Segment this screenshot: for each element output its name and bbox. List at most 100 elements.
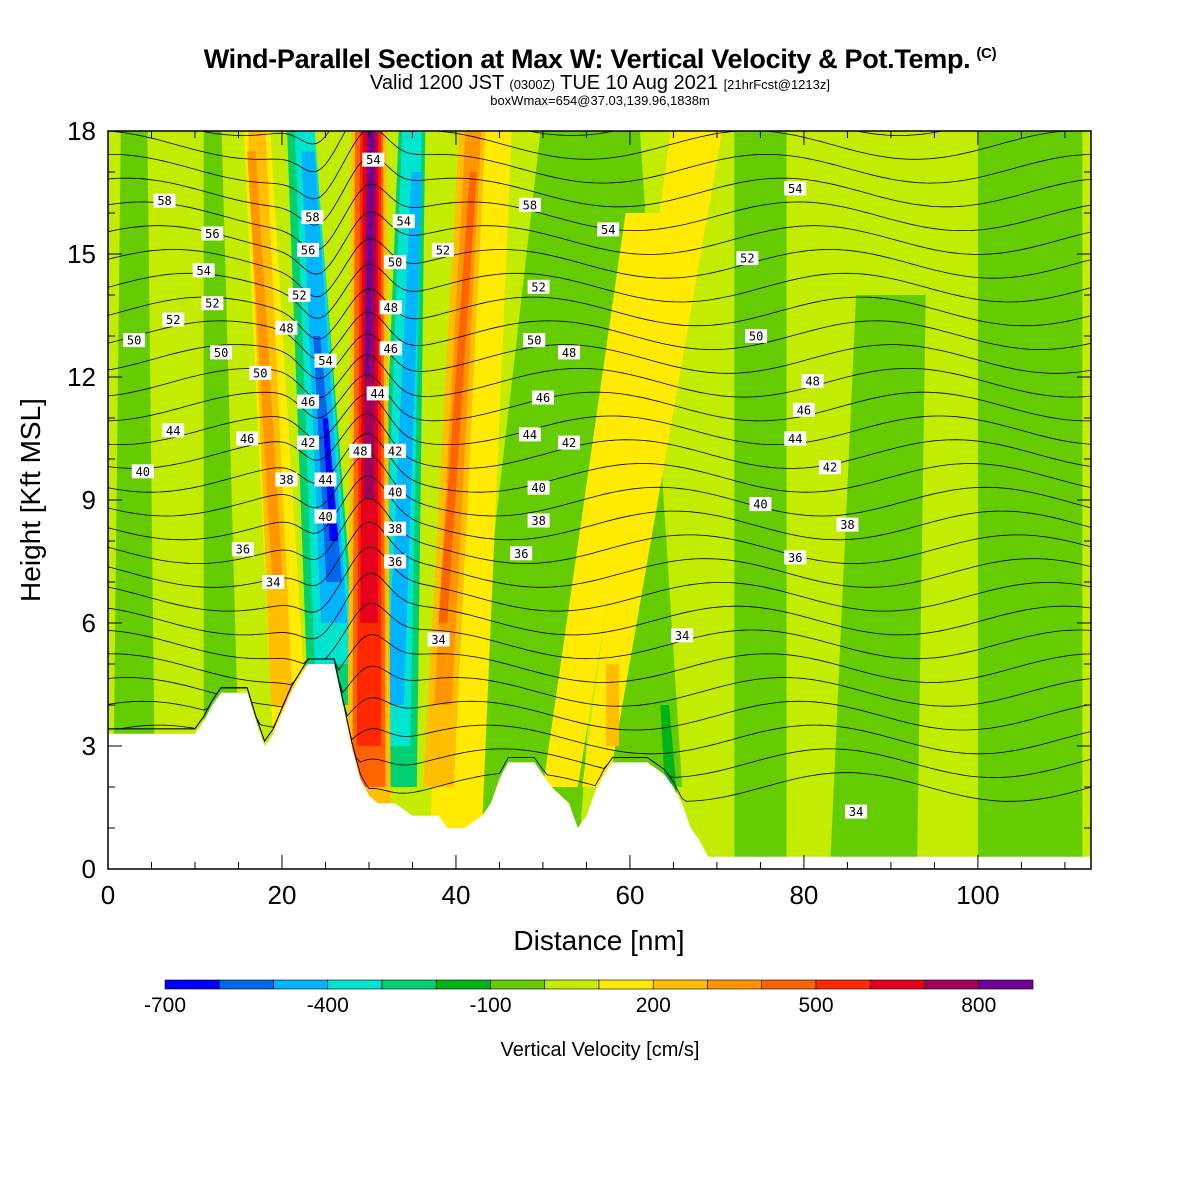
theta-contour [108, 48, 1091, 117]
plot-area [108, 48, 1091, 869]
x-tick-label: 0 [101, 880, 115, 910]
valid-date: TUE 10 Aug 2021 [560, 72, 718, 94]
contour-label: 42 [301, 436, 315, 450]
theta-contour [108, 394, 1091, 445]
theta-contour [108, 658, 1091, 755]
theta-contour [108, 333, 1091, 379]
contour-label-box [836, 517, 859, 532]
theta-contour [108, 374, 1091, 422]
theta-contour [108, 264, 1091, 319]
colorbar-tick-label: -100 [469, 994, 511, 1017]
contour-label-box [236, 431, 259, 446]
contour-label: 50 [749, 330, 763, 344]
colorbar-swatch [869, 979, 925, 990]
velocity-band-weak-sink [830, 295, 926, 869]
contour-label-box [384, 443, 407, 458]
velocity-band-weak-sink [977, 131, 1083, 869]
contour-label-box [384, 484, 407, 499]
colorbar-swatch [164, 979, 220, 990]
contour-label-box [297, 435, 320, 450]
contour-label-box [819, 460, 842, 475]
y-tick-label: 18 [67, 116, 96, 146]
contour-label-box [749, 497, 772, 512]
contour-label: 44 [370, 387, 384, 401]
contour-label: 36 [236, 543, 250, 557]
theta-contour [108, 131, 1091, 173]
valid-time: Valid 1200 JST [370, 72, 504, 94]
contour-label-box [845, 804, 868, 819]
contour-label: 54 [318, 354, 332, 368]
contour-label-box [736, 251, 759, 266]
x-tick-label: 60 [615, 880, 644, 910]
contour-label-box [518, 427, 541, 442]
theta-contour [108, 155, 1091, 226]
contour-label-box [792, 402, 815, 417]
y-tick-label: 0 [82, 854, 96, 884]
contour-label-box [379, 300, 402, 315]
contour-label-box [210, 345, 233, 360]
contour-label-box [249, 365, 272, 380]
contour-label-box [162, 312, 185, 327]
colorbar-swatch [761, 979, 817, 990]
contour-label-box [231, 542, 254, 557]
contour-label-box [527, 480, 550, 495]
contour-label-box [288, 288, 311, 302]
colorbar-swatch [978, 979, 1034, 990]
colorbar-title: Vertical Velocity [cm/s] [501, 1039, 700, 1061]
contour-label-box [745, 329, 768, 343]
contour-label-box [558, 345, 581, 360]
forecast-info: [21hrFcst@1213z] [723, 77, 830, 92]
contour-label: 54 [366, 153, 380, 167]
contour-label: 42 [823, 461, 837, 475]
contour-label-box [349, 443, 372, 458]
contour-label: 34 [849, 805, 863, 819]
contour-label: 36 [514, 547, 528, 561]
theta-contour [108, 546, 1091, 613]
contour-label: 38 [279, 473, 293, 487]
theta-contour [108, 288, 1091, 340]
contour-label: 46 [797, 403, 811, 417]
contour-label: 42 [562, 436, 576, 450]
x-tick-label: 20 [268, 880, 297, 910]
contour-label: 46 [383, 342, 397, 356]
contour-label-box [527, 279, 550, 294]
contour-label: 52 [292, 289, 306, 303]
contour-label: 34 [431, 633, 445, 647]
colorbar-tick-label: 500 [798, 994, 833, 1017]
contour-label: 40 [136, 465, 150, 479]
theta-contour [108, 658, 1091, 708]
chart-subtitle: Valid 1200 JST (0300Z) TUE 10 Aug 2021 [… [0, 72, 1200, 95]
contour-label: 46 [301, 395, 315, 409]
contour-label-box [297, 242, 320, 257]
colorbar-tick-label: -700 [144, 994, 186, 1017]
contour-label: 48 [383, 301, 397, 315]
contour-label-box [123, 333, 146, 348]
contour-label-box [275, 472, 298, 487]
contour-label-box [431, 242, 454, 257]
theta-contour [108, 453, 1091, 517]
contour-label: 50 [214, 346, 228, 360]
velocity-band-weak-rise [582, 131, 723, 787]
colorbar-swatch [381, 979, 437, 990]
theta-contour [108, 634, 1091, 686]
contour-label: 46 [536, 391, 550, 405]
colorbar: -700 -400 -100 200 500 800 [144, 979, 1034, 1017]
contour-label: 52 [436, 243, 450, 257]
velocity-band-updraft-east-core [438, 172, 477, 623]
velocity-band-weak-sink [203, 131, 239, 746]
colorbar-swatch [652, 979, 708, 990]
contour-label: 48 [353, 444, 367, 458]
contour-label-box [201, 226, 224, 241]
contour-label: 38 [840, 518, 854, 532]
contour-label: 56 [205, 227, 219, 241]
colorbar-swatch [435, 979, 491, 990]
contour-label-box [192, 263, 215, 278]
y-tick-label: 9 [82, 485, 96, 515]
theta-contour [108, 603, 1091, 665]
chart-title: Wind-Parallel Section at Max W: Vertical… [203, 44, 997, 74]
theta-contour [108, 211, 1091, 275]
theta-contour [108, 131, 1091, 200]
contour-label-box [366, 386, 389, 401]
contour-label-box [379, 341, 402, 356]
